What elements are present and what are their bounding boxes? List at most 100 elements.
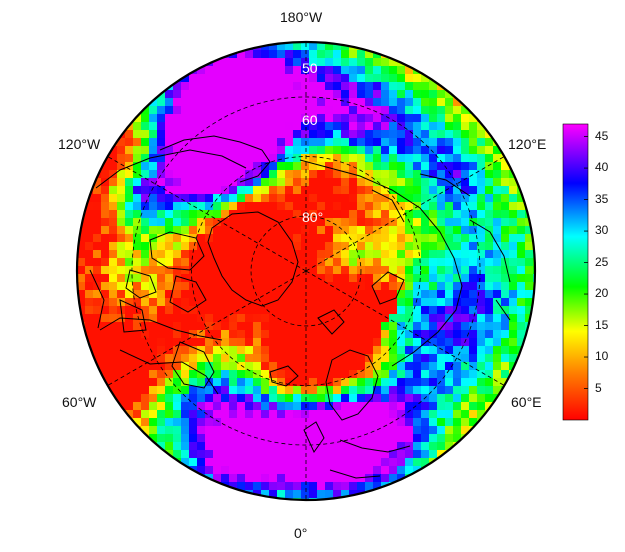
data-cell	[301, 42, 310, 51]
data-cell	[341, 202, 350, 211]
data-cell	[125, 210, 134, 219]
data-cell	[341, 298, 350, 307]
data-cell	[453, 394, 462, 403]
data-cell	[357, 474, 366, 483]
data-cell	[373, 426, 382, 435]
data-cell	[165, 362, 174, 371]
data-cell	[381, 442, 390, 451]
data-cell	[477, 234, 486, 243]
data-cell	[341, 130, 350, 139]
data-cell	[285, 274, 294, 283]
data-cell	[101, 362, 110, 371]
data-cell	[149, 162, 158, 171]
data-cell	[373, 250, 382, 259]
data-cell	[357, 386, 366, 395]
data-cell	[157, 290, 166, 299]
data-cell	[301, 194, 310, 203]
latitude-label: 50	[302, 60, 318, 76]
data-cell	[173, 394, 182, 403]
data-cell	[197, 258, 206, 267]
data-cell	[141, 426, 150, 435]
data-cell	[349, 106, 358, 115]
data-cell	[325, 186, 334, 195]
data-cell	[445, 194, 454, 203]
data-cell	[381, 138, 390, 147]
data-cell	[245, 362, 254, 371]
data-cell	[149, 266, 158, 275]
data-cell	[85, 226, 94, 235]
data-cell	[397, 314, 406, 323]
data-cell	[405, 290, 414, 299]
data-cell	[373, 234, 382, 243]
data-cell	[141, 338, 150, 347]
data-cell	[397, 106, 406, 115]
data-cell	[301, 274, 310, 283]
data-cell	[309, 146, 318, 155]
data-cell	[325, 250, 334, 259]
data-cell	[357, 50, 366, 59]
data-cell	[509, 354, 518, 363]
data-cell	[141, 266, 150, 275]
data-cell	[197, 394, 206, 403]
data-cell	[405, 418, 414, 427]
data-cell	[373, 322, 382, 331]
data-cell	[421, 298, 430, 307]
data-cell	[245, 338, 254, 347]
data-cell	[421, 378, 430, 387]
data-cell	[453, 346, 462, 355]
data-cell	[397, 226, 406, 235]
data-cell	[445, 434, 454, 443]
data-cell	[341, 458, 350, 467]
data-cell	[397, 394, 406, 403]
data-cell	[373, 138, 382, 147]
data-cell	[397, 178, 406, 187]
data-cell	[317, 330, 326, 339]
svalbard-coast	[317, 271, 405, 335]
data-cell	[277, 386, 286, 395]
data-cell	[205, 402, 214, 411]
data-cell	[453, 130, 462, 139]
data-cell	[253, 50, 262, 59]
data-cell	[389, 90, 398, 99]
data-cell	[413, 218, 422, 227]
data-cell	[245, 194, 254, 203]
data-cell	[197, 338, 206, 347]
data-cell	[341, 410, 350, 419]
data-cell	[181, 298, 190, 307]
data-cell	[445, 410, 454, 419]
data-cell	[301, 426, 310, 435]
data-cell	[373, 130, 382, 139]
data-cell	[421, 450, 430, 459]
data-cell	[469, 306, 478, 315]
data-cell	[301, 314, 310, 323]
data-cell	[333, 450, 342, 459]
data-cell	[269, 186, 278, 195]
meridian-line	[107, 270, 307, 386]
data-cell	[365, 130, 374, 139]
data-cell	[157, 130, 166, 139]
data-cell	[413, 434, 422, 443]
data-cell	[477, 338, 486, 347]
data-cell	[285, 58, 294, 67]
data-cell	[485, 354, 494, 363]
data-cell	[125, 362, 134, 371]
data-cell	[93, 266, 102, 275]
data-cell	[229, 314, 238, 323]
data-cell	[245, 290, 254, 299]
data-cell	[317, 162, 326, 171]
data-cell	[229, 402, 238, 411]
data-cell	[333, 98, 342, 107]
data-cell	[189, 258, 198, 267]
data-cell	[157, 162, 166, 171]
data-cell	[405, 162, 414, 171]
data-cell	[453, 202, 462, 211]
data-cell	[301, 282, 310, 291]
data-cell	[517, 266, 526, 275]
data-cell	[381, 426, 390, 435]
data-cell	[453, 298, 462, 307]
data-cell	[485, 194, 494, 203]
data-cell	[357, 162, 366, 171]
data-cell	[373, 170, 382, 179]
data-cell	[157, 154, 166, 163]
data-cell	[389, 426, 398, 435]
